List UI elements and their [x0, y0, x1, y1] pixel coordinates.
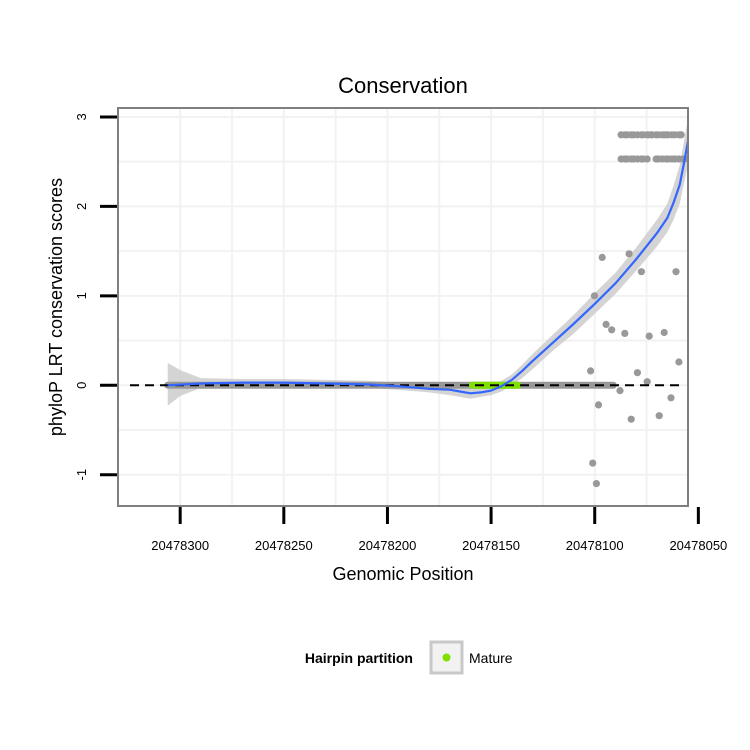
data-point — [616, 387, 624, 395]
smooth-fit-line — [167, 140, 690, 395]
data-point — [660, 328, 668, 337]
data-point — [643, 378, 651, 386]
data-point — [672, 268, 680, 276]
plot-panel-border — [117, 107, 689, 507]
data-point — [633, 369, 642, 377]
x-axis-title: Genomic Position — [332, 564, 473, 584]
legend: Hairpin partition Mature — [305, 640, 513, 675]
data-point — [675, 358, 683, 366]
data-point — [676, 131, 684, 139]
confidence-band — [167, 118, 688, 406]
confidence-band-layer — [167, 118, 688, 406]
y-tick-label: 3 — [74, 113, 89, 120]
y-tick-label: 1 — [74, 292, 89, 299]
y-tick-label: -1 — [74, 469, 89, 481]
data-point — [602, 320, 610, 328]
plot-panel — [118, 108, 688, 506]
data-point — [590, 292, 599, 300]
x-axis: 20478300 20478250 20478200 20478150 20478100… — [151, 507, 727, 553]
x-tick-label: 20478100 — [566, 538, 624, 553]
data-point — [637, 268, 646, 276]
x-tick-label: 20478050 — [669, 538, 727, 553]
data-point — [643, 155, 651, 163]
legend-label-mature: Mature — [469, 650, 513, 666]
x-tick-label: 20478200 — [359, 538, 417, 553]
x-tick-label: 20478250 — [255, 538, 313, 553]
data-point — [655, 412, 663, 420]
y-tick-label: 2 — [74, 203, 89, 210]
data-point — [627, 415, 635, 423]
y-axis-title: phyloP LRT conservation scores — [46, 178, 66, 436]
x-tick-label: 20478300 — [151, 538, 209, 553]
data-point — [608, 326, 616, 334]
data-point — [625, 250, 633, 258]
data-point — [587, 367, 595, 375]
data-point — [589, 459, 597, 467]
data-point — [667, 394, 675, 402]
data-points-layer — [587, 131, 689, 488]
y-axis: -1 0 1 2 3 — [74, 113, 117, 480]
legend-key-mature — [442, 653, 451, 662]
data-point — [643, 131, 651, 139]
smooth-fit-layer — [167, 140, 690, 395]
data-point — [594, 401, 603, 409]
x-tick-label: 20478150 — [462, 538, 520, 553]
legend-title: Hairpin partition — [305, 650, 413, 666]
data-point — [645, 332, 653, 340]
data-point — [621, 329, 629, 337]
data-point — [660, 131, 668, 139]
data-point — [592, 480, 601, 488]
chart-title: Conservation — [338, 73, 468, 98]
data-point — [598, 253, 606, 261]
y-tick-label: 0 — [74, 382, 89, 389]
